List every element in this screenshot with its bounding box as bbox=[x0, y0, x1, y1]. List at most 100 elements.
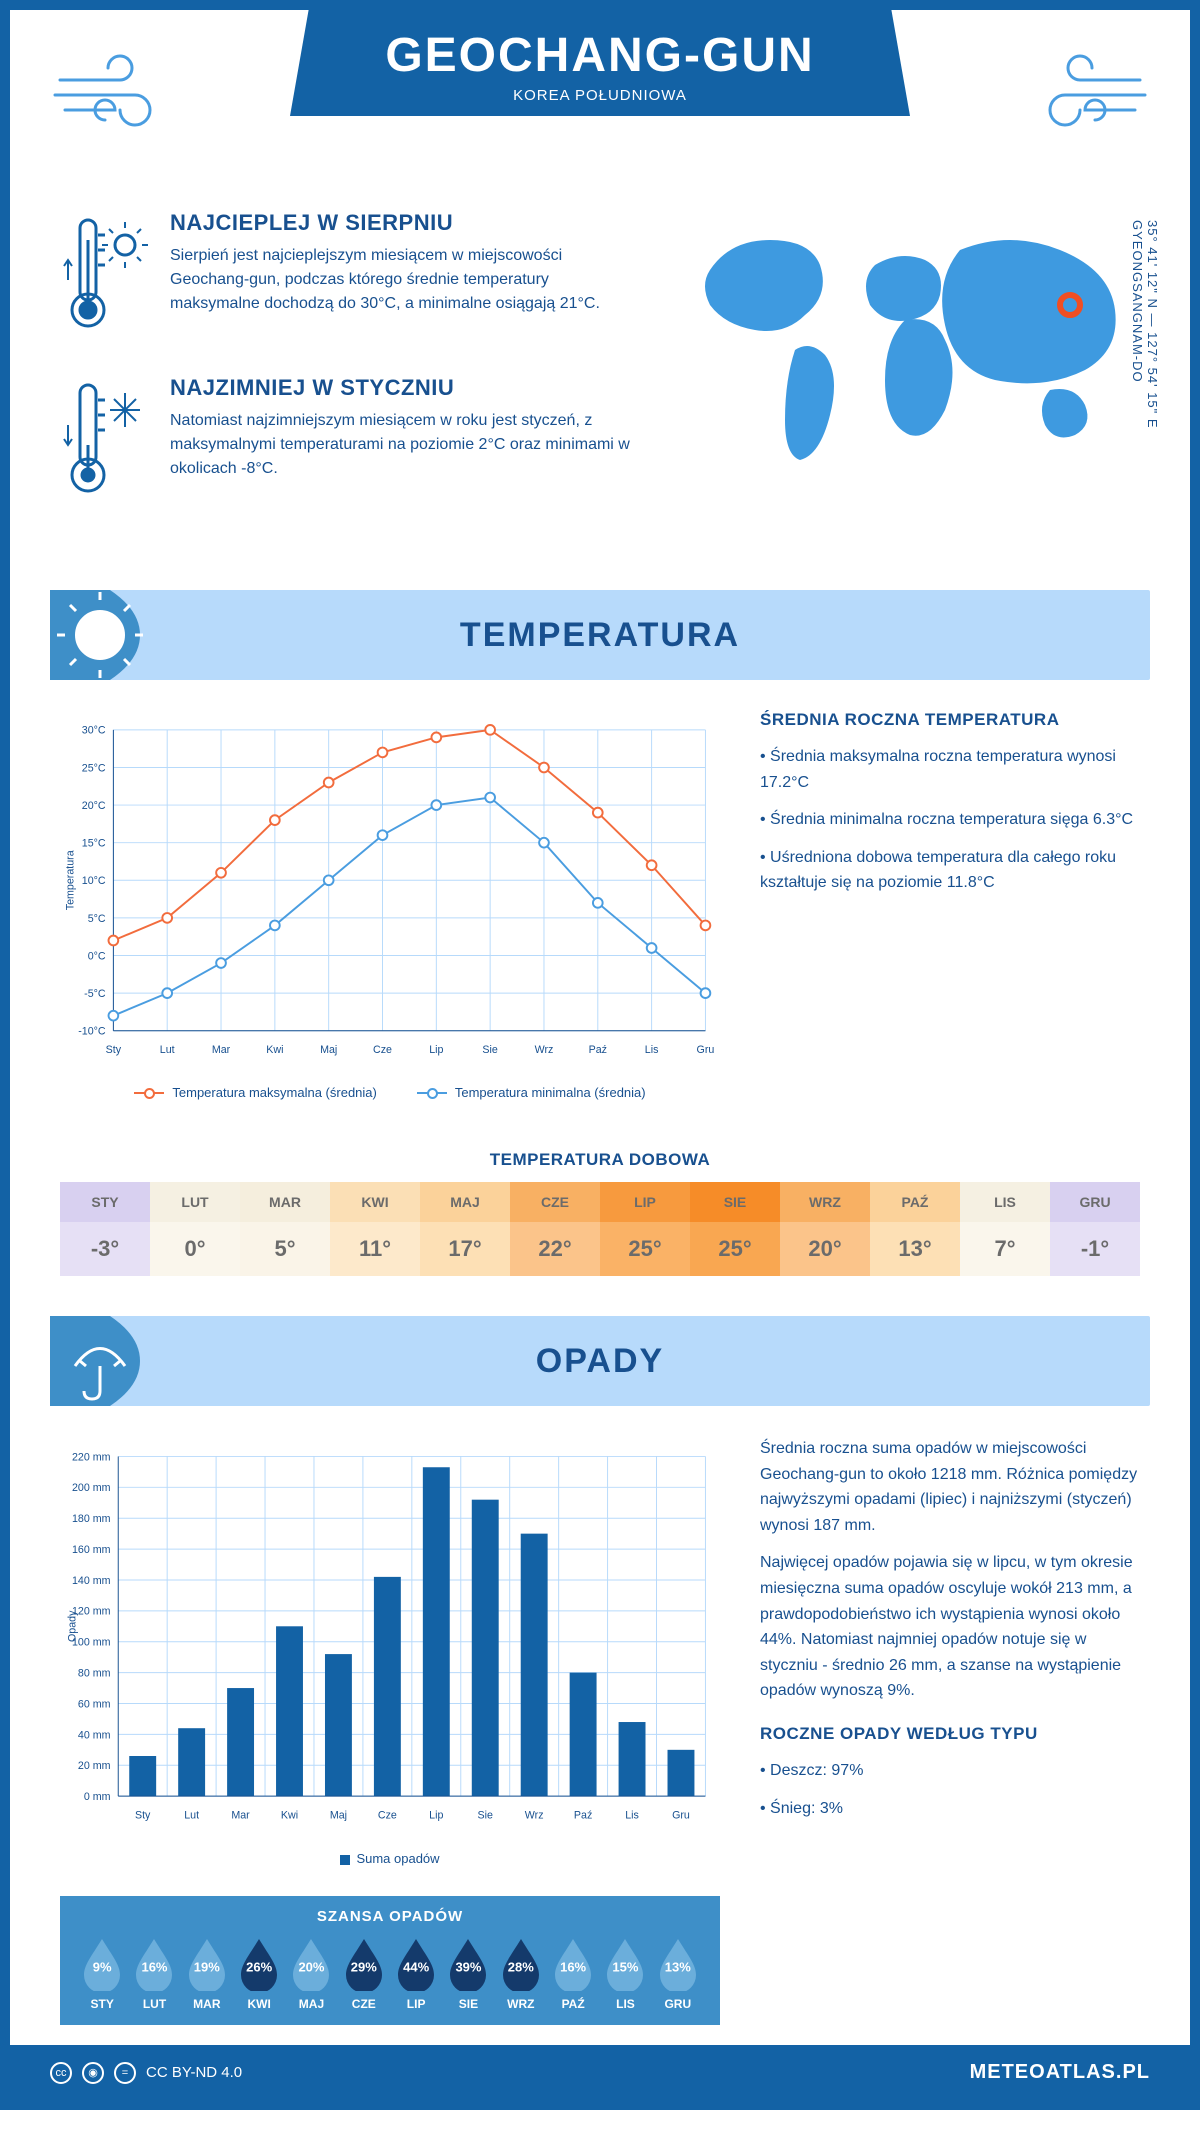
svg-text:0°C: 0°C bbox=[88, 950, 106, 962]
svg-text:Cze: Cze bbox=[373, 1044, 392, 1056]
svg-text:Maj: Maj bbox=[320, 1044, 337, 1056]
license: cc ◉ = CC BY-ND 4.0 bbox=[50, 2062, 242, 2084]
precip-chance-drop: 39%SIE bbox=[444, 1937, 492, 2011]
svg-text:180 mm: 180 mm bbox=[72, 1513, 111, 1525]
svg-text:Sty: Sty bbox=[135, 1809, 151, 1821]
svg-text:Lip: Lip bbox=[429, 1044, 443, 1056]
daily-temp-cell: LIS7° bbox=[960, 1182, 1050, 1276]
daily-temp-title: TEMPERATURA DOBOWA bbox=[10, 1150, 1190, 1170]
precip-chance-drop: 20%MAJ bbox=[287, 1937, 335, 2011]
svg-text:160 mm: 160 mm bbox=[72, 1544, 111, 1556]
precip-chance-drop: 44%LIP bbox=[392, 1937, 440, 2011]
svg-text:25°C: 25°C bbox=[82, 762, 106, 774]
avg-temp-item: Średnia minimalna roczna temperatura się… bbox=[760, 807, 1140, 833]
svg-text:Kwi: Kwi bbox=[281, 1809, 298, 1821]
precip-text-2: Najwięcej opadów pojawia się w lipcu, w … bbox=[760, 1550, 1140, 1704]
header: GEOCHANG-GUN KOREA POŁUDNIOWA bbox=[10, 10, 1190, 210]
svg-text:Lut: Lut bbox=[160, 1044, 175, 1056]
daily-temp-table: STY-3°LUT0°MAR5°KWI11°MAJ17°CZE22°LIP25°… bbox=[60, 1182, 1140, 1276]
svg-text:-5°C: -5°C bbox=[84, 988, 106, 1000]
wind-decoration-icon bbox=[50, 40, 190, 140]
cc-icon: cc bbox=[50, 2062, 72, 2084]
coord-region: GYEONGSANGNAM-DO bbox=[1130, 220, 1145, 383]
svg-text:200 mm: 200 mm bbox=[72, 1482, 111, 1494]
daily-temp-cell: KWI11° bbox=[330, 1182, 420, 1276]
site-name: METEOATLAS.PL bbox=[970, 2061, 1150, 2084]
daily-temp-cell: LUT0° bbox=[150, 1182, 240, 1276]
coldest-title: NAJZIMNIEJ W STYCZNIU bbox=[170, 375, 640, 401]
daily-temp-cell: MAJ17° bbox=[420, 1182, 510, 1276]
wind-decoration-icon bbox=[1010, 40, 1150, 140]
precip-type-item: Deszcz: 97% bbox=[760, 1758, 1140, 1784]
svg-text:Paź: Paź bbox=[574, 1809, 592, 1821]
temperature-legend: Temperatura maksymalna (średnia) Tempera… bbox=[60, 1085, 720, 1100]
avg-temp-title: ŚREDNIA ROCZNA TEMPERATURA bbox=[760, 710, 1140, 730]
precip-chance-drop: 9%STY bbox=[78, 1937, 126, 2011]
license-text: CC BY-ND 4.0 bbox=[146, 2064, 242, 2081]
umbrella-icon bbox=[50, 1316, 170, 1406]
svg-text:10°C: 10°C bbox=[82, 875, 106, 887]
svg-text:Opady: Opady bbox=[67, 1610, 79, 1642]
sun-icon bbox=[50, 590, 170, 680]
precip-legend: Suma opadów bbox=[60, 1851, 720, 1866]
precip-chance-box: SZANSA OPADÓW 9%STY16%LUT19%MAR26%KWI20%… bbox=[60, 1896, 720, 2025]
precip-legend-label: Suma opadów bbox=[356, 1851, 439, 1866]
precip-chance-drop: 28%WRZ bbox=[497, 1937, 545, 2011]
precip-chance-drop: 13%GRU bbox=[654, 1937, 702, 2011]
svg-text:Lip: Lip bbox=[429, 1809, 443, 1821]
daily-temp-cell: MAR5° bbox=[240, 1182, 330, 1276]
svg-text:60 mm: 60 mm bbox=[78, 1698, 111, 1710]
coldest-text: Natomiast najzimniejszym miesiącem w rok… bbox=[170, 409, 640, 481]
coordinates: 35° 41' 12" N — 127° 54' 15" E GYEONGSAN… bbox=[1130, 220, 1160, 429]
precip-chance-drop: 26%KWI bbox=[235, 1937, 283, 2011]
svg-text:Lut: Lut bbox=[184, 1809, 199, 1821]
svg-text:140 mm: 140 mm bbox=[72, 1575, 111, 1587]
svg-text:Mar: Mar bbox=[231, 1809, 250, 1821]
svg-text:-10°C: -10°C bbox=[78, 1026, 106, 1038]
svg-text:20 mm: 20 mm bbox=[78, 1760, 111, 1772]
footer: cc ◉ = CC BY-ND 4.0 METEOATLAS.PL bbox=[10, 2045, 1190, 2100]
precip-chance-row: 9%STY16%LUT19%MAR26%KWI20%MAJ29%CZE44%LI… bbox=[78, 1937, 702, 2011]
svg-text:Lis: Lis bbox=[625, 1809, 639, 1821]
precip-chance-drop: 15%LIS bbox=[601, 1937, 649, 2011]
daily-temp-cell: SIE25° bbox=[690, 1182, 780, 1276]
svg-text:Maj: Maj bbox=[330, 1809, 347, 1821]
by-icon: ◉ bbox=[82, 2062, 104, 2084]
svg-text:15°C: 15°C bbox=[82, 838, 106, 850]
precip-chance-title: SZANSA OPADÓW bbox=[78, 1908, 702, 1925]
svg-text:Temperatura: Temperatura bbox=[65, 850, 77, 910]
temperature-line-chart: -10°C-5°C0°C5°C10°C15°C20°C25°C30°CStyLu… bbox=[60, 710, 720, 1070]
precip-type-title: ROCZNE OPADY WEDŁUG TYPU bbox=[760, 1724, 1140, 1744]
svg-text:Wrz: Wrz bbox=[535, 1044, 554, 1056]
daily-temp-cell: CZE22° bbox=[510, 1182, 600, 1276]
page-title: GEOCHANG-GUN bbox=[290, 28, 910, 83]
coord-lat: 35° 41' 12" N bbox=[1145, 220, 1160, 309]
nd-icon: = bbox=[114, 2062, 136, 2084]
temperature-section-header: TEMPERATURA bbox=[50, 590, 1150, 680]
intro-section: NAJCIEPLEJ W SIERPNIU Sierpień jest najc… bbox=[10, 210, 1190, 570]
svg-text:Wrz: Wrz bbox=[525, 1809, 544, 1821]
avg-temp-item: Średnia maksymalna roczna temperatura wy… bbox=[760, 744, 1140, 795]
title-banner: GEOCHANG-GUN KOREA POŁUDNIOWA bbox=[290, 10, 910, 116]
daily-temp-cell: PAŹ13° bbox=[870, 1182, 960, 1276]
precip-chance-drop: 19%MAR bbox=[183, 1937, 231, 2011]
thermometer-snow-icon bbox=[60, 375, 150, 510]
svg-text:Lis: Lis bbox=[645, 1044, 659, 1056]
precip-title: OPADY bbox=[536, 1342, 664, 1381]
precip-bar-chart: 0 mm20 mm40 mm60 mm80 mm100 mm120 mm140 … bbox=[60, 1436, 720, 1836]
warmest-title: NAJCIEPLEJ W SIERPNIU bbox=[170, 210, 640, 236]
svg-text:40 mm: 40 mm bbox=[78, 1729, 111, 1741]
svg-text:5°C: 5°C bbox=[88, 913, 106, 925]
coldest-fact: NAJZIMNIEJ W STYCZNIU Natomiast najzimni… bbox=[60, 375, 640, 510]
page-subtitle: KOREA POŁUDNIOWA bbox=[290, 87, 910, 104]
coord-lon: 127° 54' 15" E bbox=[1145, 332, 1160, 428]
svg-text:Sie: Sie bbox=[482, 1044, 497, 1056]
svg-text:20°C: 20°C bbox=[82, 800, 106, 812]
thermometer-sun-icon bbox=[60, 210, 150, 345]
svg-text:Paź: Paź bbox=[589, 1044, 607, 1056]
legend-min-label: Temperatura minimalna (średnia) bbox=[455, 1085, 646, 1100]
svg-text:220 mm: 220 mm bbox=[72, 1451, 111, 1463]
precip-chance-drop: 29%CZE bbox=[340, 1937, 388, 2011]
svg-text:0 mm: 0 mm bbox=[84, 1791, 111, 1803]
avg-temp-item: Uśredniona dobowa temperatura dla całego… bbox=[760, 845, 1140, 896]
